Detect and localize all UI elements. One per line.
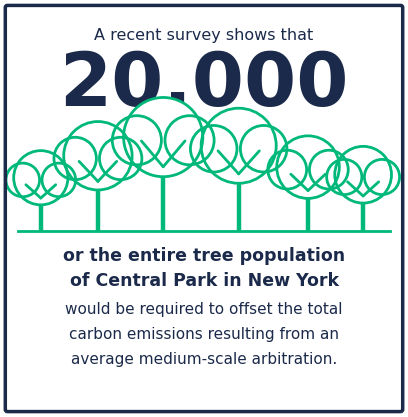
Ellipse shape (6, 163, 40, 197)
Ellipse shape (364, 159, 399, 195)
Text: average medium-scale arbitration.: average medium-scale arbitration. (71, 352, 337, 367)
Text: of Central Park in New York: of Central Park in New York (69, 272, 339, 291)
Text: 20,000: 20,000 (59, 49, 349, 122)
Ellipse shape (335, 146, 392, 203)
Ellipse shape (201, 108, 276, 183)
Ellipse shape (64, 122, 132, 190)
Text: would be required to offset the total: would be required to offset the total (65, 302, 343, 317)
Ellipse shape (240, 126, 287, 172)
Ellipse shape (124, 98, 203, 177)
Ellipse shape (100, 137, 142, 180)
Ellipse shape (327, 159, 362, 195)
Text: trees: trees (181, 120, 227, 138)
Ellipse shape (277, 136, 339, 198)
Ellipse shape (309, 150, 348, 189)
Text: carbon emissions resulting from an: carbon emissions resulting from an (69, 327, 339, 342)
Ellipse shape (42, 163, 75, 197)
Text: A recent survey shows that: A recent survey shows that (94, 28, 314, 43)
Text: or the entire tree population: or the entire tree population (63, 247, 345, 266)
Ellipse shape (14, 151, 68, 205)
Ellipse shape (268, 150, 307, 189)
Ellipse shape (191, 126, 237, 172)
Ellipse shape (112, 116, 162, 165)
Ellipse shape (165, 116, 214, 165)
Ellipse shape (54, 137, 96, 180)
